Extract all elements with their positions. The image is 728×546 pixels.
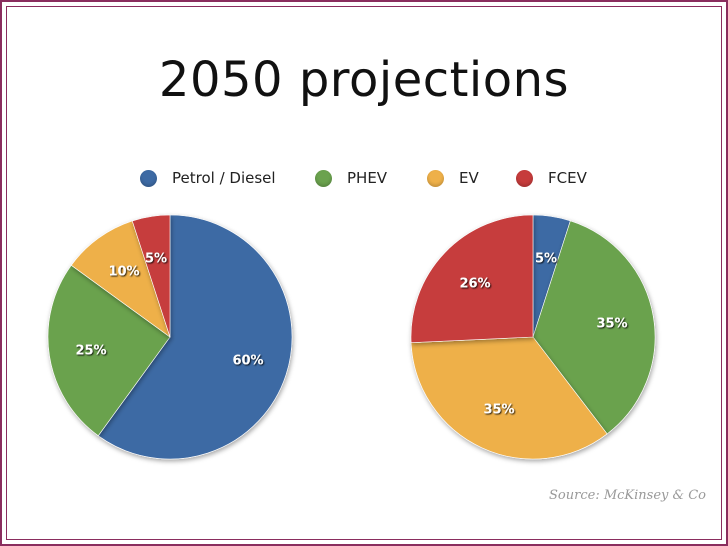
pie-left-slice-ev <box>70 220 171 338</box>
legend-item-petrol-diesel: Petrol / Diesel <box>140 169 315 187</box>
pie-right-label-ev: 35% <box>483 403 514 418</box>
pie-left-label-ev: 10% <box>108 265 139 280</box>
legend-swatch-fcev <box>516 169 533 187</box>
legend-label-petrol-diesel: Petrol / Diesel <box>172 169 276 187</box>
source-citation: Source: McKinsey & Co <box>549 488 706 503</box>
legend-item-phev: PHEV <box>315 169 427 187</box>
pie-left-slice-petrol-diesel <box>97 214 293 460</box>
pie-left-label-fcev: 5% <box>145 252 167 267</box>
pie-left-slice-fcev <box>131 214 171 338</box>
slide-title: 2050 projections <box>158 52 570 108</box>
chart-legend: Petrol / Diesel PHEV EV FCEV <box>140 166 587 190</box>
pie-chart-right: 5% 35% 35% 26% <box>410 214 656 460</box>
pie-right-slice-phev <box>532 220 656 435</box>
pie-left-label-phev: 25% <box>75 344 106 359</box>
pie-left-slice-phev <box>47 264 171 437</box>
legend-swatch-ev <box>427 169 444 187</box>
pie-right-slice-ev <box>410 336 608 460</box>
legend-label-phev: PHEV <box>347 169 388 187</box>
legend-item-ev: EV <box>427 169 516 187</box>
pie-chart-left: 60% 25% 10% 5% <box>47 214 293 460</box>
legend-swatch-petrol-diesel <box>140 169 157 187</box>
pie-right-label-fcev: 26% <box>459 277 490 292</box>
pie-right-label-phev: 35% <box>596 317 627 332</box>
legend-swatch-phev <box>315 169 332 187</box>
legend-label-ev: EV <box>459 169 479 187</box>
pie-right-label-petrol-diesel: 5% <box>535 252 557 267</box>
pie-left-label-petrol-diesel: 60% <box>232 354 263 369</box>
legend-label-fcev: FCEV <box>548 169 587 187</box>
pie-right-slice-fcev <box>410 214 534 344</box>
legend-item-fcev: FCEV <box>516 169 587 187</box>
